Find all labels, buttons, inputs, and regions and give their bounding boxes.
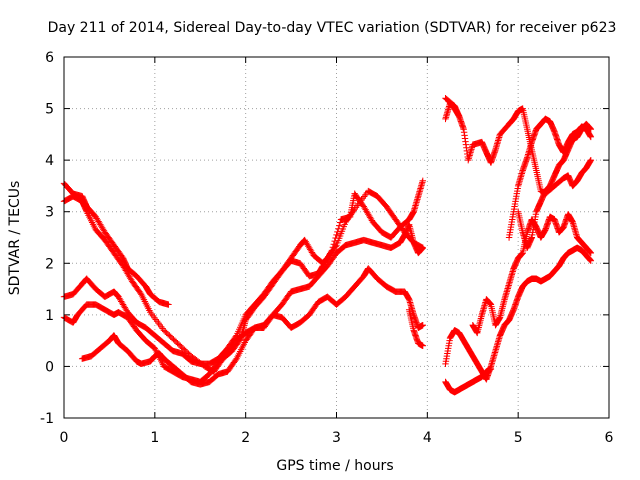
series-track-h	[442, 100, 463, 123]
x-tick-label: 4	[423, 430, 432, 446]
x-tick-label: 6	[605, 430, 614, 446]
y-tick-label: 5	[45, 102, 54, 118]
series-track-e	[78, 265, 426, 388]
data-point	[333, 231, 340, 239]
x-tick-label: 2	[241, 430, 250, 446]
data-point	[336, 219, 344, 226]
data-point	[327, 248, 335, 256]
x-tick-label: 3	[332, 430, 341, 446]
x-tick-label: 5	[514, 430, 523, 446]
y-tick-label: -1	[40, 411, 54, 427]
data-point	[334, 228, 341, 236]
data-point	[332, 234, 339, 242]
y-tick-label: 2	[45, 256, 54, 272]
grid-lines	[64, 57, 609, 418]
data-point	[329, 244, 337, 251]
data-point	[587, 156, 595, 164]
data-point	[419, 177, 426, 184]
data-point	[331, 237, 338, 245]
y-tick-label: 4	[45, 153, 54, 169]
x-axis-label: GPS time / hours	[276, 458, 393, 474]
data-point	[335, 225, 342, 232]
series-track-f	[405, 306, 426, 349]
y-tick-label: 6	[45, 50, 54, 66]
y-tick-label: 0	[45, 359, 54, 375]
data-point	[336, 222, 343, 229]
data-points	[60, 95, 595, 396]
y-tick-label: 3	[45, 205, 54, 221]
chart-title: Day 211 of 2014, Sidereal Day-to-day VTE…	[48, 20, 617, 36]
data-point	[330, 241, 337, 248]
data-point	[419, 342, 426, 349]
y-tick-label: 1	[45, 308, 54, 324]
data-point	[165, 301, 172, 308]
y-axis-label: SDTVAR / TECUs	[7, 181, 23, 296]
data-point	[419, 244, 426, 252]
data-point	[328, 247, 336, 254]
series-track-c	[60, 177, 426, 368]
data-point	[419, 321, 426, 329]
x-tick-label: 0	[60, 430, 69, 446]
x-tick-label: 1	[150, 430, 159, 446]
